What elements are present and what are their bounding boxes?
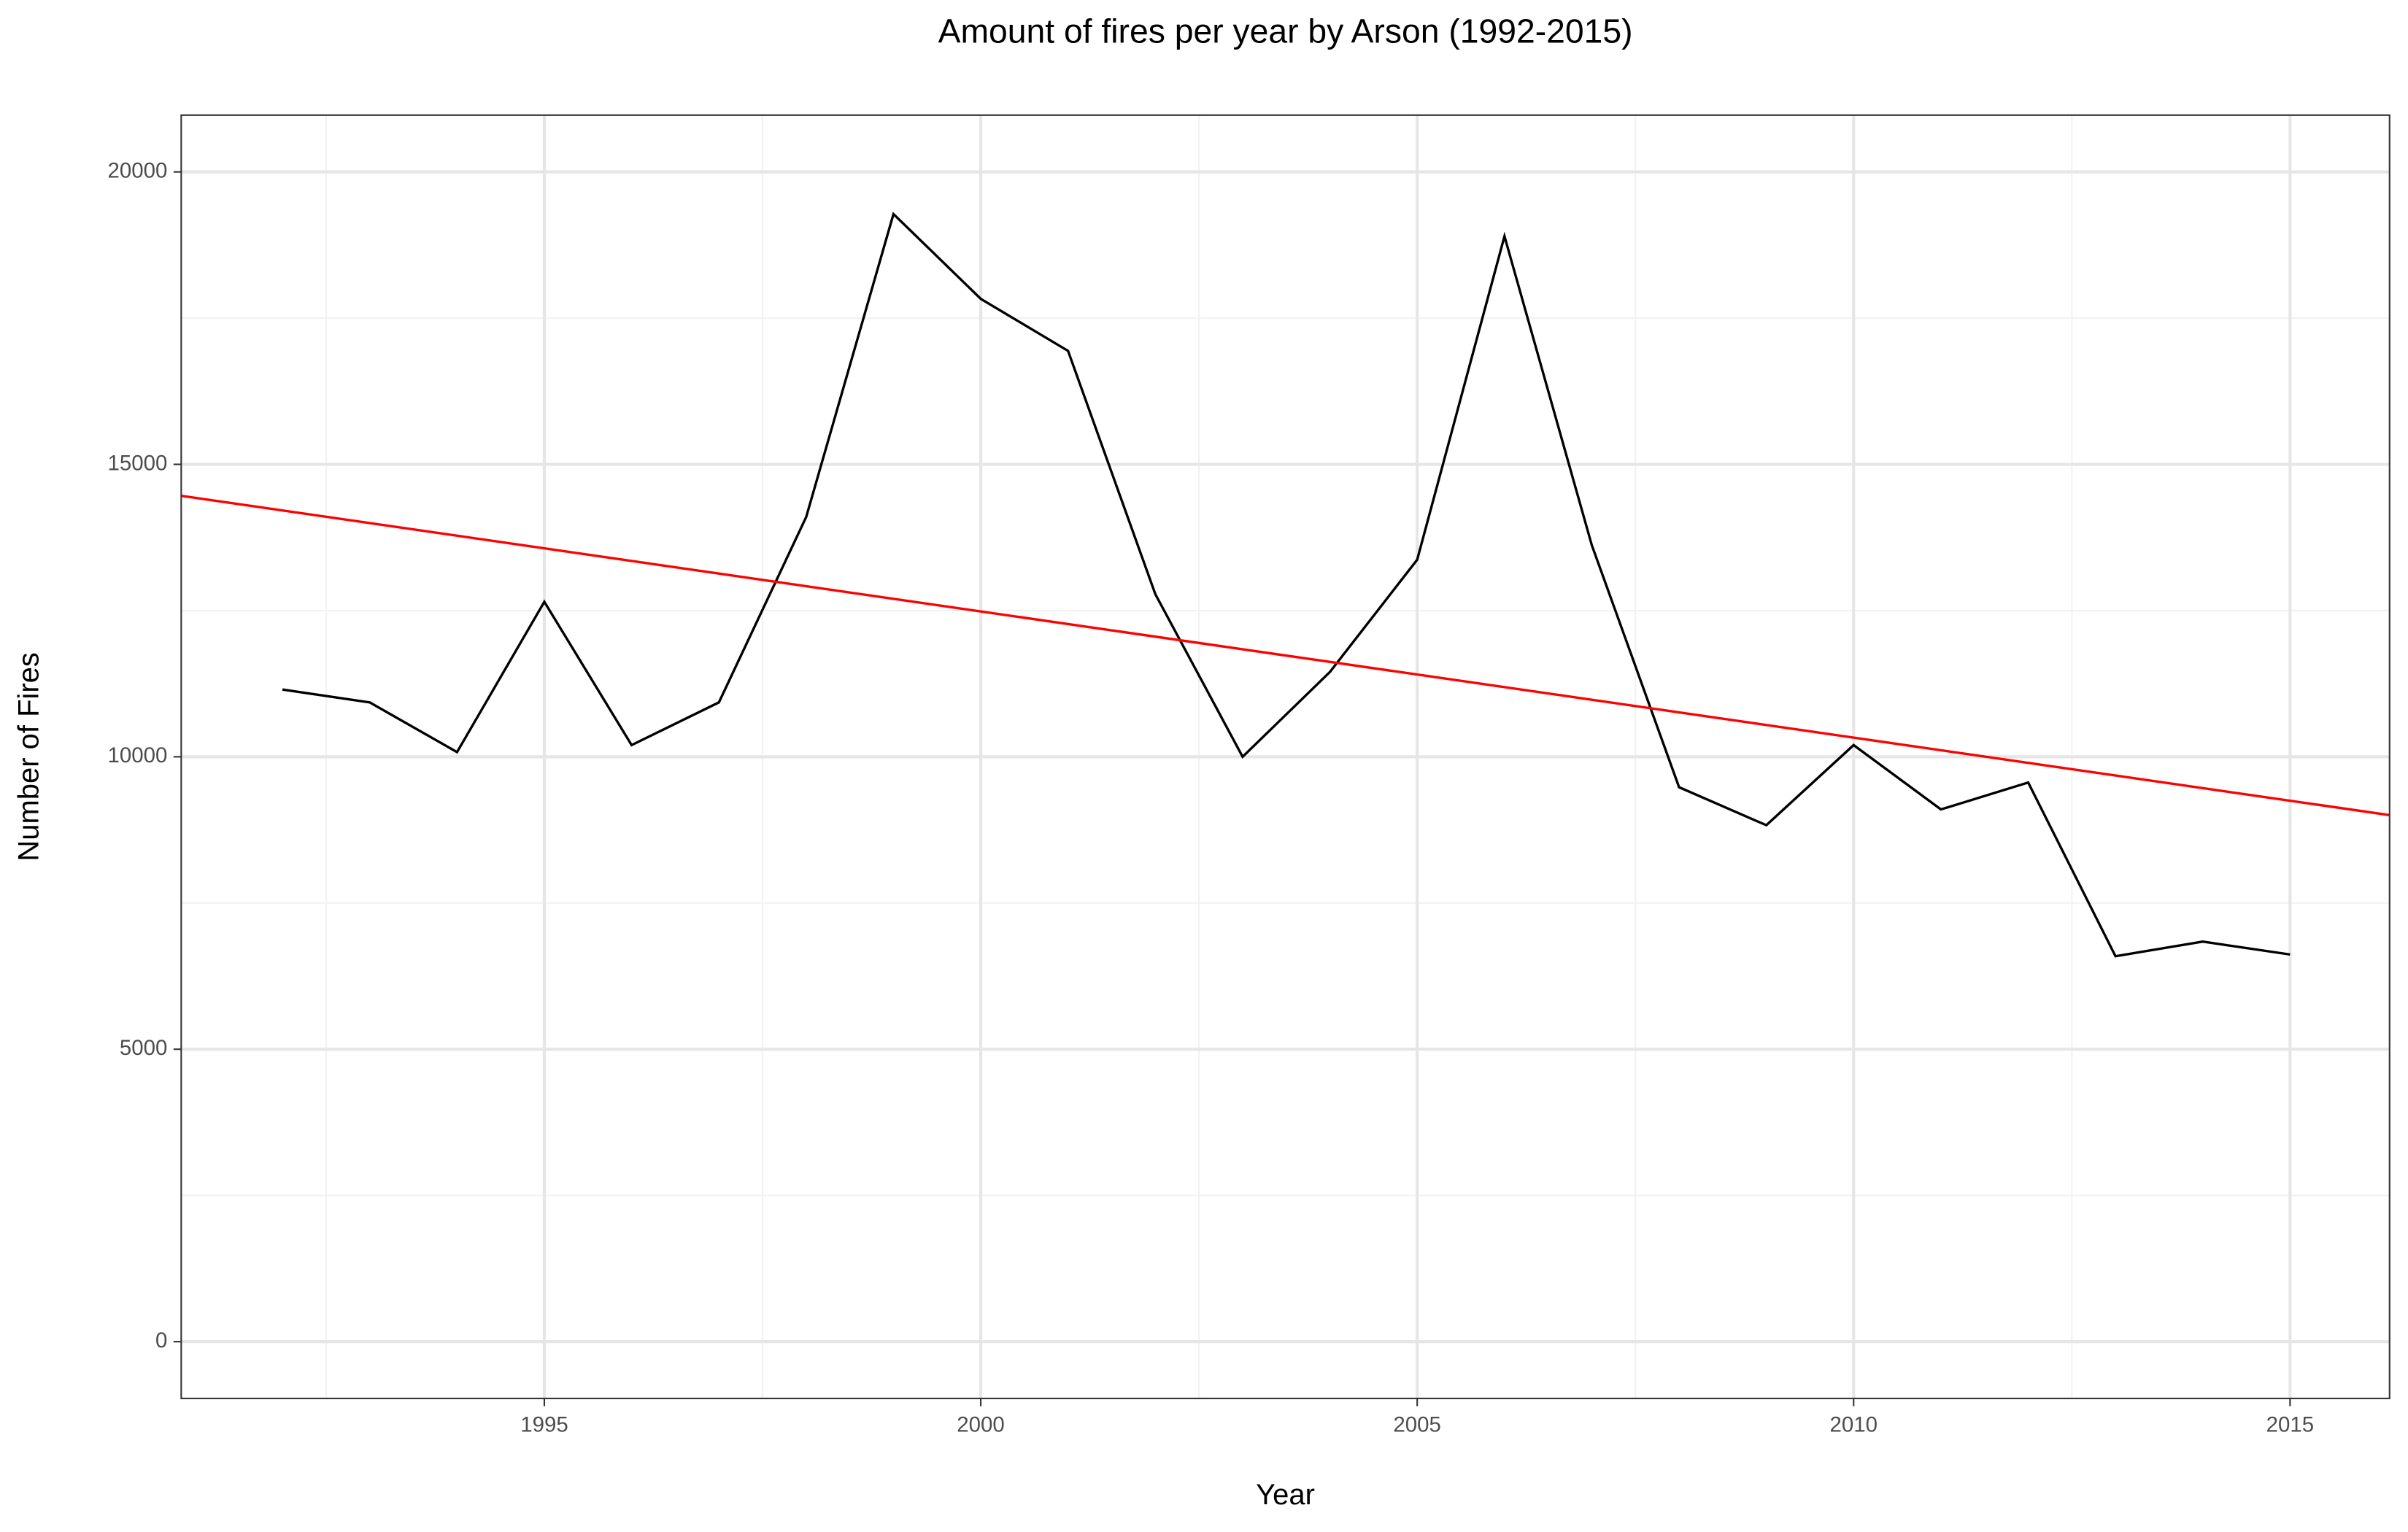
- line: [282, 212, 2291, 958]
- x-tick-label: 1995: [520, 1413, 568, 1437]
- y-tick-label: 20000: [107, 158, 167, 182]
- y-tick-label: 0: [155, 1328, 167, 1353]
- x-tick-label: 2005: [1393, 1413, 1441, 1437]
- y-tick-label: 10000: [107, 743, 167, 767]
- x-tick-label: 2000: [957, 1413, 1005, 1437]
- chart-title: Amount of fires per year by Arson (1992-…: [938, 12, 1633, 50]
- y-tick-label: 15000: [107, 451, 167, 475]
- x-axis-label: Year: [1256, 1479, 1315, 1511]
- y-axis-label: Number of Fires: [13, 652, 45, 861]
- panel-border: [180, 114, 2390, 1399]
- y-tick-label: 5000: [120, 1036, 168, 1060]
- x-tick-label: 2010: [1830, 1413, 1878, 1437]
- x-tick-label: 2015: [2266, 1413, 2315, 1437]
- line: [181, 494, 2390, 816]
